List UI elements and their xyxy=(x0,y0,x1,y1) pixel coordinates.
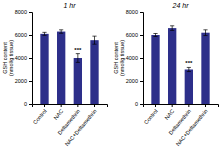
annotation: *** xyxy=(74,47,82,53)
tick-label: 6000 xyxy=(126,32,138,38)
tick-label: 6000 xyxy=(15,32,27,38)
error-bar xyxy=(42,32,46,35)
tick: NAC+Deltamethrin xyxy=(175,104,209,147)
bar xyxy=(40,34,48,104)
tick-mark xyxy=(155,104,156,107)
bar xyxy=(201,33,209,104)
tick-mark xyxy=(29,12,32,13)
tick-mark xyxy=(77,104,78,107)
bar xyxy=(74,58,82,104)
tick-mark xyxy=(94,104,95,107)
tick-mark xyxy=(140,58,143,59)
tick-label: NAC xyxy=(163,108,175,121)
tick-label: 4000 xyxy=(15,55,27,61)
error-bar xyxy=(153,34,157,37)
tick: 2000 xyxy=(15,78,32,84)
error-bar xyxy=(92,36,96,44)
chart: 02000400060008000ControlNACDeltamethrinN… xyxy=(0,0,222,150)
tick: 6000 xyxy=(126,32,143,38)
tick: NAC xyxy=(52,104,64,121)
axis-line xyxy=(29,13,33,105)
y-axis-label: GSH content(nmol/g tissue) xyxy=(2,40,15,76)
y-axis: 0 2000 4000 6000 8000 xyxy=(15,9,33,107)
tick-label: 0 xyxy=(135,101,138,107)
tick-label: Control xyxy=(32,108,48,125)
tick-mark xyxy=(172,104,173,107)
y-axis-label: GSH content(nmol/g tissue) xyxy=(113,40,126,76)
tick-label: Control xyxy=(143,108,159,125)
tick: 0 xyxy=(135,101,143,107)
x-axis: ControlNACDeltamethrinNAC+Deltamethrin xyxy=(143,104,219,147)
tick-mark xyxy=(188,104,189,107)
bar xyxy=(90,40,98,104)
tick-label: 0 xyxy=(24,101,27,107)
tick-label: 8000 xyxy=(126,9,138,15)
tick: NAC+Deltamethrin xyxy=(64,104,98,147)
bar xyxy=(168,28,176,104)
error-bar xyxy=(76,54,80,63)
tick-mark xyxy=(29,35,32,36)
error-bar xyxy=(170,26,174,31)
error-bar xyxy=(203,30,207,36)
tick-mark xyxy=(140,35,143,36)
tick-label: 4000 xyxy=(126,55,138,61)
plot-area xyxy=(151,26,209,104)
tick-mark xyxy=(44,104,45,107)
bar xyxy=(185,70,193,105)
panel: 02000400060008000ControlNACDeltamethrinN… xyxy=(2,2,108,147)
tick-mark xyxy=(140,81,143,82)
tick: Control xyxy=(32,104,48,125)
x-axis: ControlNACDeltamethrinNAC+Deltamethrin xyxy=(32,104,108,147)
tick: 2000 xyxy=(126,78,143,84)
tick-mark xyxy=(140,104,143,105)
tick-label: NAC+Deltamethrin xyxy=(175,108,209,147)
panel: 02000400060008000ControlNACDeltamethrinN… xyxy=(113,2,219,147)
axis-line xyxy=(144,105,219,108)
tick-label: NAC xyxy=(52,108,64,121)
axis-line xyxy=(140,13,144,105)
error-bar xyxy=(59,30,63,33)
tick-mark xyxy=(61,104,62,107)
bar xyxy=(57,32,65,104)
title: 24 hr xyxy=(172,2,190,9)
tick-mark xyxy=(205,104,206,107)
error-bar xyxy=(187,67,191,71)
tick-mark xyxy=(29,81,32,82)
tick: 8000 xyxy=(126,9,143,15)
bar xyxy=(151,35,159,104)
y-axis: 0 2000 4000 6000 8000 xyxy=(126,9,144,107)
tick-label: 2000 xyxy=(126,78,138,84)
axis-line xyxy=(33,105,108,108)
tick-mark xyxy=(140,12,143,13)
tick: 4000 xyxy=(126,55,143,61)
title: 1 hr xyxy=(63,2,76,9)
tick-label: 8000 xyxy=(15,9,27,15)
annotation: *** xyxy=(185,60,193,66)
tick: 4000 xyxy=(15,55,32,61)
tick-mark xyxy=(29,104,32,105)
plot-area xyxy=(40,30,98,104)
tick: 8000 xyxy=(15,9,32,15)
tick-label: NAC+Deltamethrin xyxy=(64,108,98,147)
tick: Control xyxy=(143,104,159,125)
tick: NAC xyxy=(163,104,175,121)
tick: 0 xyxy=(24,101,32,107)
tick-mark xyxy=(29,58,32,59)
tick: 6000 xyxy=(15,32,32,38)
tick-label: 2000 xyxy=(15,78,27,84)
